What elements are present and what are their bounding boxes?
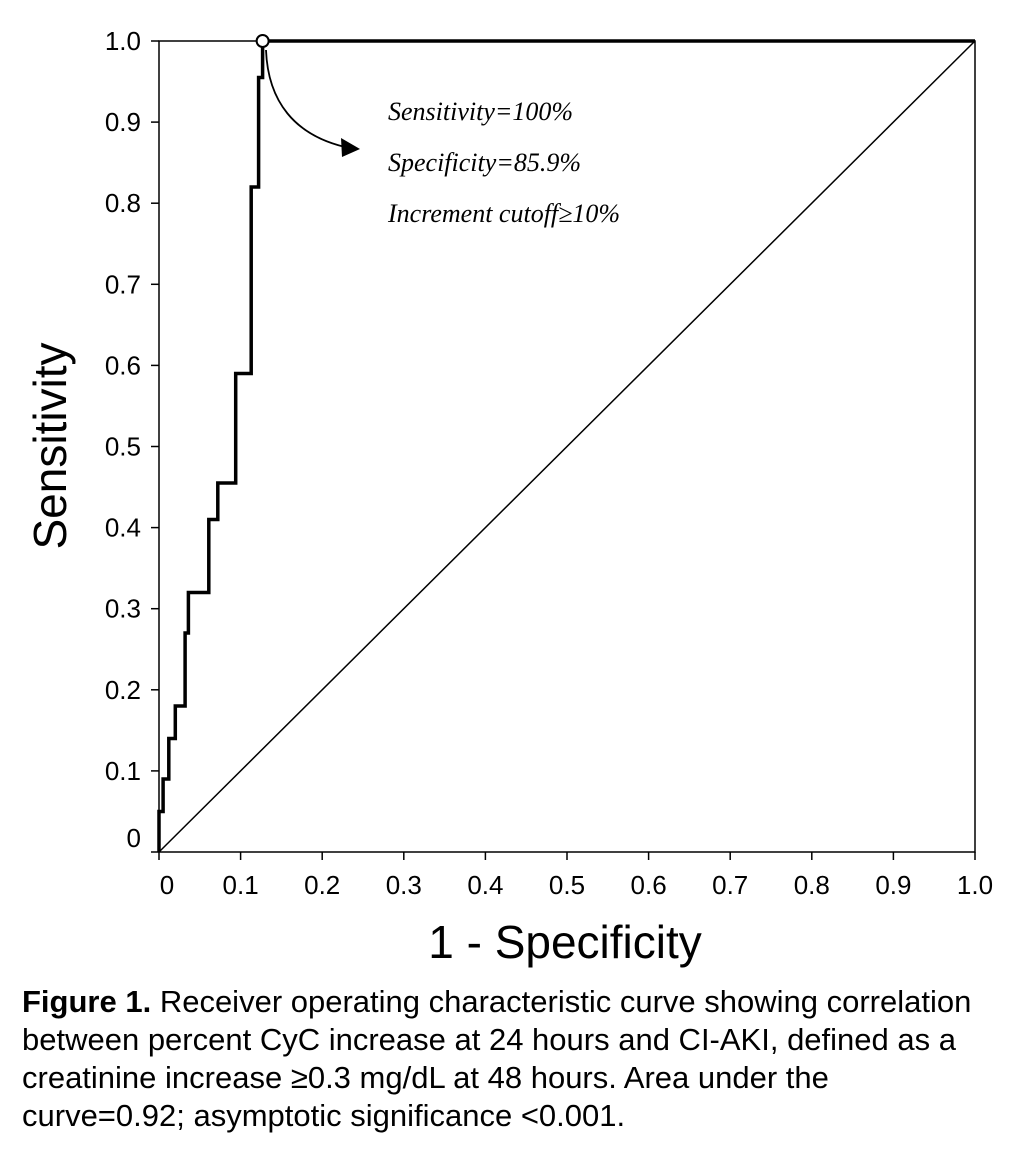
cutoff-point-marker [255, 34, 270, 48]
caption-text: Receiver operating characteristic curve … [22, 984, 972, 1133]
y-tick-label: 0.6 [105, 350, 141, 380]
x-tick-label: 0.3 [386, 870, 422, 900]
figure-caption: Figure 1. Receiver operating characteris… [22, 983, 997, 1135]
roc-chart: 0 0.1 0.2 0.3 0.4 0.5 0.6 0.7 0.8 0.9 1.0 0 0.1 0.2 0.… [24, 26, 993, 968]
figure-label: Figure 1. [22, 984, 152, 1019]
x-tick-label: 0 [160, 870, 174, 900]
roc-curve [157, 39, 975, 852]
y-tick-label: 0.5 [105, 432, 141, 462]
y-tick-label: 0.2 [105, 675, 141, 705]
annotation-sensitivity: Sensitivity=100% [388, 97, 573, 126]
plot-frame [158, 40, 976, 853]
x-tick-label: 0.4 [467, 870, 503, 900]
x-tick-label: 0.9 [875, 870, 911, 900]
x-tick-label: 1.0 [957, 870, 993, 900]
y-tick-label: 0.4 [105, 513, 141, 543]
x-tick-label: 0.7 [712, 870, 748, 900]
tick-labels: 0 0.1 0.2 0.3 0.4 0.5 0.6 0.7 0.8 0.9 1.0 0 0.1 0.2 0.… [105, 26, 993, 900]
y-tick-label: 0.9 [105, 107, 141, 137]
arrowhead-icon [341, 138, 360, 157]
y-tick-label: 0.1 [105, 756, 141, 786]
x-tick-label: 0.5 [549, 870, 585, 900]
x-tick-label: 0.6 [631, 870, 667, 900]
annotation-specificity: Specificity=85.9% [388, 148, 581, 177]
ticks [151, 40, 976, 860]
x-tick-label: 0.1 [223, 870, 259, 900]
y-axis-label: Sensitivity [24, 342, 76, 549]
x-tick-label: 0.2 [304, 870, 340, 900]
y-tick-label: 0.8 [105, 188, 141, 218]
y-tick-label: 0 [127, 823, 141, 853]
x-axis-label: 1 - Specificity [428, 916, 702, 968]
x-tick-label: 0.8 [794, 870, 830, 900]
reference-diagonal-line [158, 40, 976, 853]
annotation-cutoff: Increment cutoff≥10% [387, 199, 620, 228]
y-tick-label: 1.0 [105, 26, 141, 56]
y-tick-label: 0.3 [105, 594, 141, 624]
annotation-arrow [265, 49, 346, 148]
y-tick-label: 0.7 [105, 269, 141, 299]
